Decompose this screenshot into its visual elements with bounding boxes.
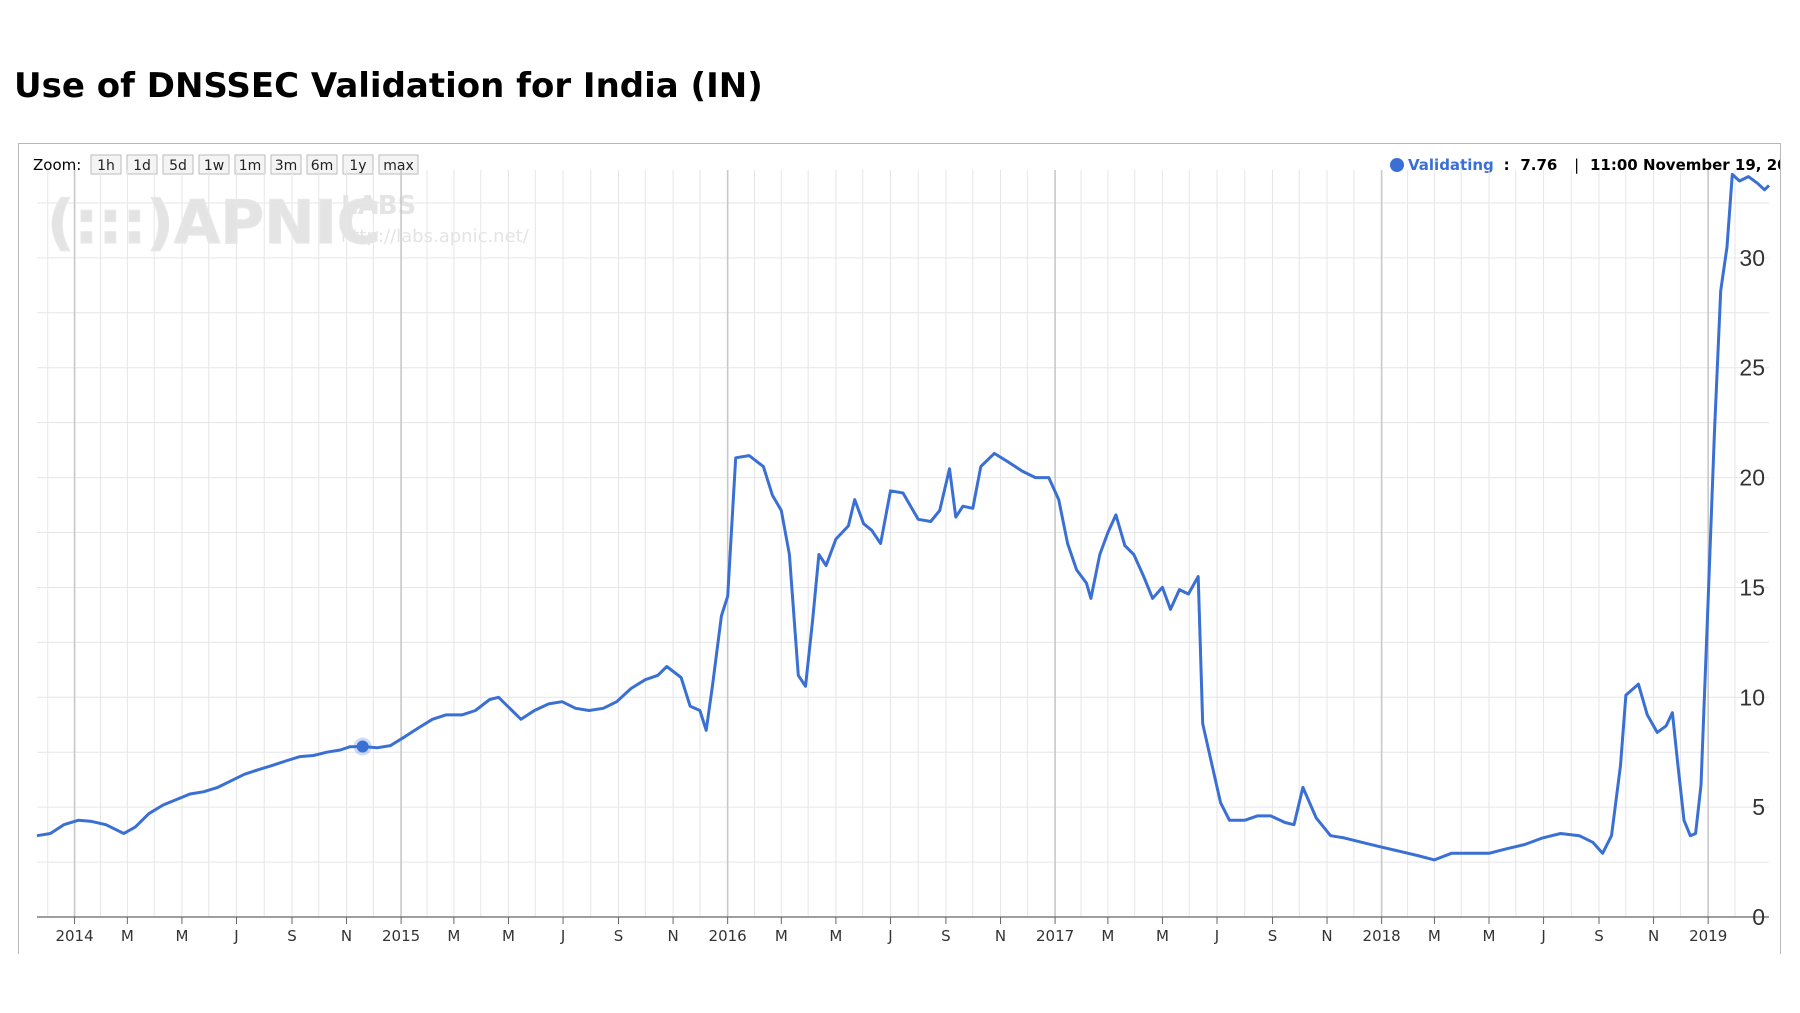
x-tick-label: 2019 [1689, 927, 1727, 945]
zoom-button-label: 1m [239, 158, 262, 174]
zoom-label: Zoom: [33, 156, 81, 174]
zoom-button-label: 3m [275, 158, 298, 174]
zoom-button-frame [198, 154, 230, 175]
x-tick-label: J [560, 927, 565, 945]
zoom-button-frame [306, 154, 338, 175]
zoom-button-6m[interactable]: 6m [306, 154, 338, 175]
x-tick-label: N [1648, 927, 1659, 945]
x-tick-label: M [1483, 927, 1496, 945]
zoom-button-frame [270, 154, 302, 175]
x-tick-label: M [775, 927, 788, 945]
x-tick-label: M [447, 927, 460, 945]
chart-frame: Zoom: 1h 1d 5d 1w 1m 3m 6m 1y max (:::)APNIC LAB… [18, 143, 1781, 954]
legend-value: 7.76 [1520, 156, 1557, 174]
grid [37, 170, 1769, 917]
x-tick-label: M [175, 927, 188, 945]
zoom-button-label: 6m [311, 158, 334, 174]
x-tick-label: J [1214, 927, 1219, 945]
x-tick-label: S [287, 927, 297, 945]
x-tick-label: N [667, 927, 678, 945]
y-tick-label: 25 [1739, 355, 1765, 381]
x-tick-label: M [1428, 927, 1441, 945]
y-tick-label: 10 [1739, 684, 1765, 710]
legend-separator: : [1504, 156, 1510, 174]
x-tick-label: 2014 [55, 927, 93, 945]
x-tick-label: M [1156, 927, 1169, 945]
y-tick-label: 15 [1739, 574, 1765, 600]
x-tick-label: S [1594, 927, 1604, 945]
legend-timestamp: 11:00 November 19, 2014 [1590, 156, 1780, 174]
x-tick-label: 2017 [1036, 927, 1074, 945]
x-tick-label: J [887, 927, 892, 945]
legend-text: Validating : 7.76 | 11:00 November 19, 2… [1408, 156, 1780, 174]
zoom-button-frame [234, 154, 266, 175]
page-title: Use of DNSSEC Validation for India (IN) [14, 66, 763, 106]
zoom-button-1d[interactable]: 1d [126, 154, 158, 175]
zoom-button-label: 5d [169, 158, 187, 174]
y-tick-label: 5 [1752, 794, 1765, 820]
y-tick-label: 30 [1739, 245, 1765, 271]
x-tick-label: S [614, 927, 624, 945]
zoom-button-frame [342, 154, 374, 175]
y-axis: 0 5 10 15 20 25 30 [1739, 245, 1765, 930]
x-tick-label: S [941, 927, 951, 945]
legend-series-marker [1390, 158, 1404, 172]
zoom-button-label: max [383, 158, 414, 174]
zoom-button-3m[interactable]: 3m [270, 154, 302, 175]
x-axis: 2014 M M J S N 2015 M M J S N 2016 M M J S N 2017 M M J S N 2018… [37, 916, 1769, 945]
apnic-labs-watermark: (:::)APNIC LABS http://labs.apnic.net/ [46, 187, 530, 258]
zoom-button-1m[interactable]: 1m [234, 154, 266, 175]
zoom-button-1y[interactable]: 1y [342, 154, 374, 175]
zoom-button-1h[interactable]: 1h [90, 154, 122, 175]
zoom-button-label: 1h [97, 158, 115, 174]
y-tick-label: 0 [1752, 904, 1765, 930]
apnic-labs-text: LABS [341, 191, 416, 221]
zoom-button-label: 1w [204, 158, 224, 174]
x-tick-label: 2018 [1363, 927, 1401, 945]
legend-series-name: Validating [1408, 156, 1494, 174]
zoom-button-label: 1d [133, 158, 151, 174]
zoom-button-frame [90, 154, 122, 175]
series-line-validating [36, 172, 1771, 862]
x-tick-label: M [121, 927, 134, 945]
y-tick-label: 20 [1739, 465, 1765, 491]
zoom-controls: Zoom: 1h 1d 5d 1w 1m 3m 6m 1y max [33, 154, 419, 175]
zoom-button-max[interactable]: max [378, 154, 419, 175]
x-tick-label: N [995, 927, 1006, 945]
x-tick-label: N [1321, 927, 1332, 945]
highlight-point[interactable] [356, 740, 369, 753]
legend-divider: | [1574, 156, 1579, 174]
zoom-button-frame [162, 154, 194, 175]
zoom-button-1w[interactable]: 1w [198, 154, 230, 175]
zoom-button-label: 1y [349, 158, 366, 174]
zoom-button-5d[interactable]: 5d [162, 154, 194, 175]
zoom-button-frame [378, 154, 419, 175]
series-layer [36, 172, 1771, 862]
x-tick-label: 2015 [382, 927, 420, 945]
apnic-logo: (:::)APNIC [47, 188, 381, 258]
x-tick-label: J [1540, 927, 1545, 945]
apnic-url: http://labs.apnic.net/ [341, 226, 530, 247]
x-tick-label: M [502, 927, 515, 945]
chart: Zoom: 1h 1d 5d 1w 1m 3m 6m 1y max (:::)APNIC LAB… [33, 154, 1780, 945]
legend: Validating : 7.76 | 11:00 November 19, 2… [1390, 156, 1780, 174]
zoom-button-frame [126, 154, 158, 175]
x-tick-label: S [1268, 927, 1278, 945]
x-tick-label: 2016 [709, 927, 747, 945]
x-tick-label: M [1101, 927, 1114, 945]
x-tick-label: N [341, 927, 352, 945]
x-tick-label: M [829, 927, 842, 945]
x-tick-label: J [233, 927, 238, 945]
